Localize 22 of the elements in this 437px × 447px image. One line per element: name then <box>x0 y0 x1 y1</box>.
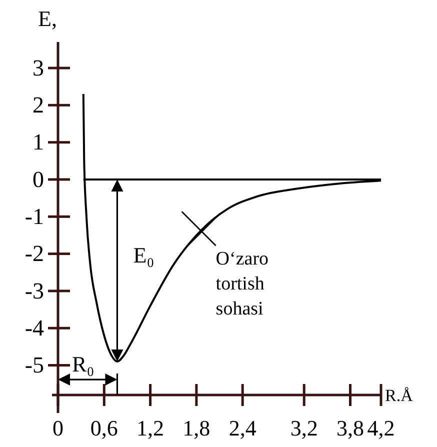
y-tick-label: -3 <box>24 278 44 304</box>
x-tick-label: 0 <box>52 416 64 441</box>
y-tick-label: -1 <box>24 204 44 229</box>
y-tick-label: 0 <box>32 166 44 192</box>
y-tick-label: -2 <box>24 241 44 266</box>
x-tick-label: 4,2 <box>367 416 395 441</box>
annotation: E₀ <box>133 242 154 268</box>
x-axis-title: R.Å <box>385 386 414 405</box>
x-tick-label: 2,4 <box>228 416 256 441</box>
y-tick-label: -5 <box>24 352 44 378</box>
y-tick-label: 2 <box>32 92 44 118</box>
annotation: O‘zaro tortish sohasi <box>216 248 269 320</box>
y-tick-label: 1 <box>32 130 44 155</box>
x-tick-label: 3,2 <box>290 416 318 441</box>
annotation: R₀ <box>72 352 94 377</box>
y-tick-label: -4 <box>24 315 44 340</box>
x-tick-label: 3,8 <box>336 416 364 441</box>
y-tick-label: 3 <box>32 55 44 80</box>
x-tick-label: 0,6 <box>90 416 118 441</box>
x-tick-label: 1,2 <box>136 416 164 441</box>
x-tick-label: 1,8 <box>182 416 210 441</box>
y-axis-title: E, <box>38 6 57 31</box>
